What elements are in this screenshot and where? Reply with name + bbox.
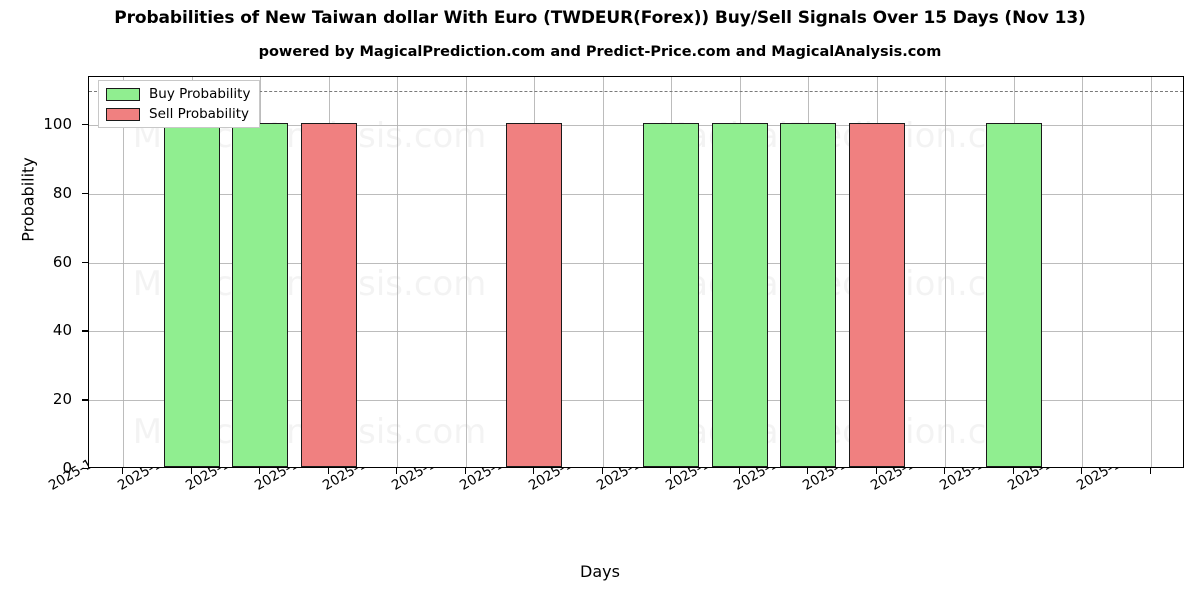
gridline-horizontal bbox=[89, 193, 1183, 195]
y-axis-tick-label: 60 bbox=[52, 252, 72, 271]
gridline-vertical bbox=[397, 77, 398, 467]
chart-legend[interactable]: Buy Probability Sell Probability bbox=[98, 80, 261, 128]
y-axis-tick-label: 40 bbox=[52, 321, 72, 340]
legend-label-buy: Buy Probability bbox=[149, 86, 251, 102]
gridline-vertical bbox=[1151, 77, 1152, 467]
y-axis-tick-label: 100 bbox=[43, 115, 72, 134]
x-axis-tick bbox=[944, 468, 946, 474]
x-axis-tick bbox=[259, 468, 261, 474]
x-axis-tick bbox=[807, 468, 809, 474]
y-axis-tick bbox=[82, 192, 88, 195]
legend-label-sell: Sell Probability bbox=[149, 106, 250, 122]
bar-sell[interactable] bbox=[301, 123, 357, 467]
gridline-vertical bbox=[466, 77, 467, 467]
y-axis-tick bbox=[82, 124, 88, 126]
y-axis-tick bbox=[82, 468, 88, 470]
threshold-line bbox=[89, 90, 1183, 92]
y-axis-tick bbox=[82, 261, 88, 263]
gridline-vertical bbox=[603, 77, 604, 467]
plot-inner: MagicalAnalysis.comMagicalPrediction.com… bbox=[89, 77, 1183, 467]
x-axis-tick bbox=[328, 468, 330, 474]
bar-sell[interactable] bbox=[506, 123, 562, 467]
gridline-horizontal bbox=[89, 262, 1183, 264]
legend-item-sell[interactable]: Sell Probability bbox=[106, 106, 250, 122]
bar-buy[interactable] bbox=[164, 123, 220, 467]
x-axis-tick bbox=[1081, 468, 1083, 474]
y-axis-tick bbox=[82, 330, 88, 332]
bar-buy[interactable] bbox=[712, 123, 768, 467]
x-axis-tick bbox=[191, 468, 193, 474]
x-axis-tick bbox=[670, 468, 672, 474]
x-axis-title: Days bbox=[580, 562, 620, 581]
x-axis-tick bbox=[533, 468, 535, 474]
x-axis-tick bbox=[122, 468, 124, 474]
bar-sell[interactable] bbox=[849, 123, 905, 467]
plot-area: MagicalAnalysis.comMagicalPrediction.com… bbox=[88, 76, 1184, 468]
y-axis-tick-label: 20 bbox=[52, 390, 72, 409]
gridline-vertical bbox=[945, 77, 946, 467]
x-axis-tick bbox=[1150, 468, 1152, 474]
x-axis-tick bbox=[465, 468, 467, 474]
y-axis-tick-label: 80 bbox=[52, 183, 72, 202]
bar-buy[interactable] bbox=[232, 123, 288, 467]
chart-title: Probabilities of New Taiwan dollar With … bbox=[114, 8, 1086, 28]
gridline-vertical bbox=[1082, 77, 1083, 467]
legend-swatch-buy bbox=[106, 87, 140, 101]
y-axis-labels: 0 20 40 60 80 100 bbox=[0, 76, 82, 477]
gridline-vertical bbox=[123, 77, 124, 467]
x-axis-tick bbox=[739, 468, 741, 474]
gridline-horizontal bbox=[89, 400, 1183, 402]
legend-item-buy[interactable]: Buy Probability bbox=[106, 86, 250, 102]
x-axis-tick bbox=[602, 468, 604, 474]
bar-buy[interactable] bbox=[643, 123, 699, 467]
gridline-horizontal bbox=[89, 125, 1183, 127]
y-axis-tick bbox=[82, 399, 88, 401]
bar-buy[interactable] bbox=[986, 123, 1042, 467]
gridline-horizontal bbox=[89, 331, 1183, 333]
x-axis-tick bbox=[1013, 468, 1015, 474]
y-axis-tick-label: 0 bbox=[62, 459, 72, 477]
bar-buy[interactable] bbox=[780, 123, 836, 467]
x-axis-tick bbox=[396, 468, 398, 474]
x-axis-tick bbox=[876, 468, 878, 474]
chart-subtitle: powered by MagicalPrediction.com and Pre… bbox=[258, 44, 942, 60]
legend-swatch-sell bbox=[106, 107, 140, 121]
